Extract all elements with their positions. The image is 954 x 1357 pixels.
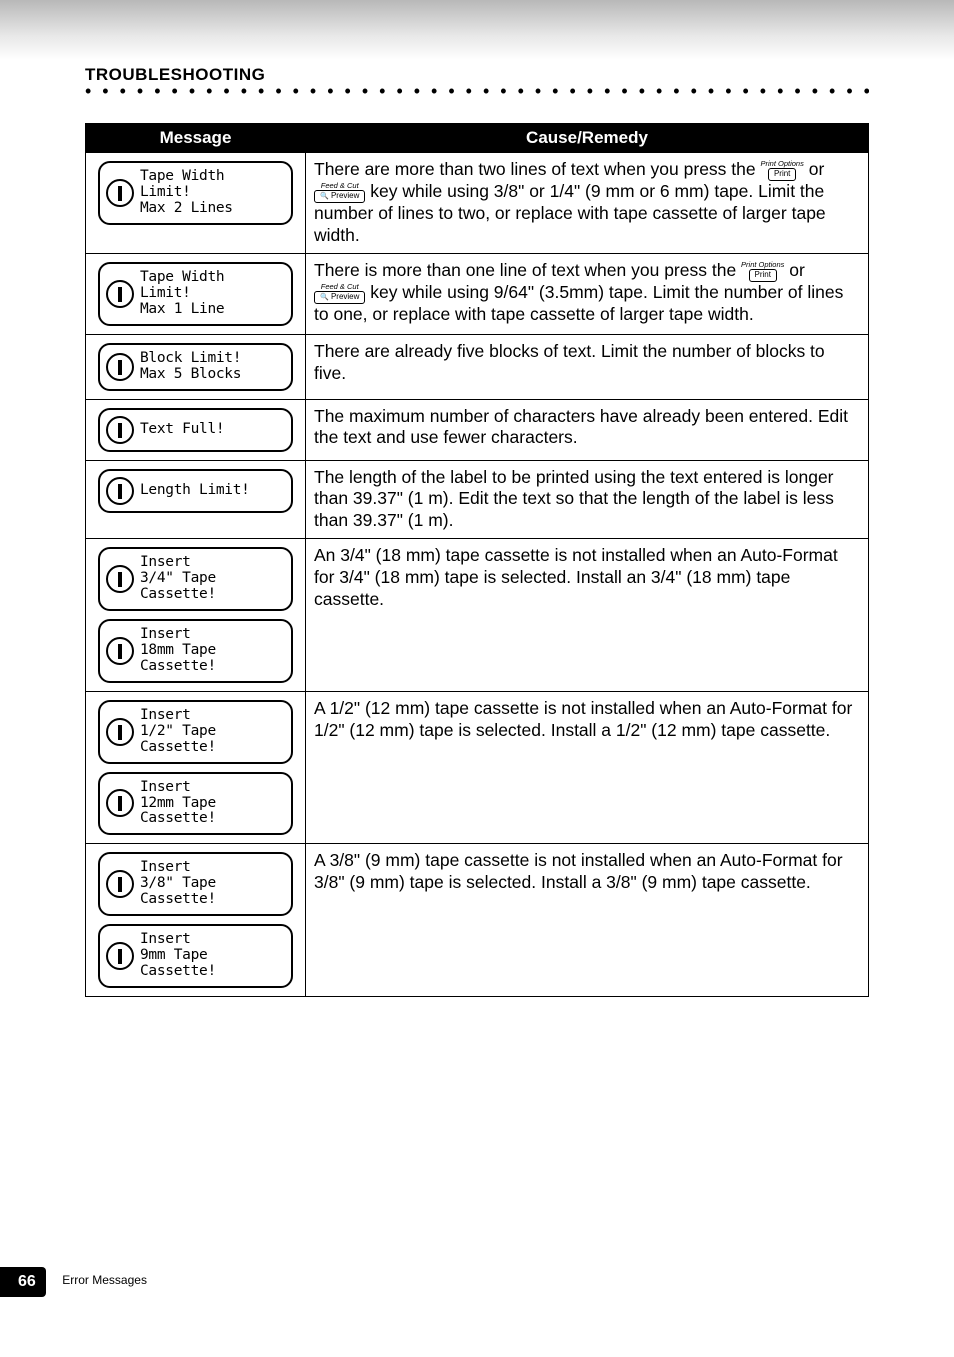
table-row: Insert 3/4" Tape Cassette! Insert 18mm Ta… (86, 539, 869, 692)
lcd-text: Insert 3/8" Tape Cassette! (140, 860, 283, 908)
lcd-text: Length Limit! (140, 483, 283, 499)
lcd-text: Insert 9mm Tape Cassette! (140, 932, 283, 980)
message-cell: Tape Width Limit! Max 1 Line (86, 253, 306, 334)
message-cell: Insert 1/2" Tape Cassette! Insert 12mm Ta… (86, 691, 306, 844)
warning-icon (106, 353, 134, 381)
warning-icon (106, 280, 134, 308)
warning-icon (106, 789, 134, 817)
lcd-text: Insert 1/2" Tape Cassette! (140, 708, 283, 756)
section-title: TROUBLESHOOTING (85, 65, 869, 85)
lcd-message: Tape Width Limit! Max 1 Line (98, 262, 293, 326)
lcd-text: Tape Width Limit! Max 1 Line (140, 270, 283, 318)
lcd-message: Insert 18mm Tape Cassette! (98, 619, 293, 683)
remedy-text: key while using 9/64" (3.5mm) tape. Limi… (314, 282, 843, 324)
warning-icon (106, 179, 134, 207)
page-content: TROUBLESHOOTING • • • • • • • • • • • • … (85, 65, 869, 997)
lcd-message: Text Full! (98, 408, 293, 452)
table-row: Tape Width Limit! Max 1 Line There is mor… (86, 253, 869, 334)
warning-icon (106, 637, 134, 665)
remedy-text: There is more than one line of text when… (314, 260, 741, 280)
lcd-message: Insert 1/2" Tape Cassette! (98, 700, 293, 764)
remedy-cell: A 3/8" (9 mm) tape cassette is not insta… (306, 844, 869, 997)
lcd-message: Insert 12mm Tape Cassette! (98, 772, 293, 836)
lcd-message: Block Limit! Max 5 Blocks (98, 343, 293, 391)
lcd-text: Insert 12mm Tape Cassette! (140, 780, 283, 828)
warning-icon (106, 718, 134, 746)
preview-key-icon: Feed & Cut🔍 Preview (314, 182, 365, 203)
message-cell: Insert 3/8" Tape Cassette! Insert 9mm Tap… (86, 844, 306, 997)
remedy-cell: There are already five blocks of text. L… (306, 334, 869, 399)
message-cell: Length Limit! (86, 460, 306, 539)
print-key-icon: Print OptionsPrint (760, 160, 803, 181)
table-row: Tape Width Limit! Max 2 Lines There are m… (86, 153, 869, 254)
table-row: Insert 1/2" Tape Cassette! Insert 12mm Ta… (86, 691, 869, 844)
col-header-remedy: Cause/Remedy (306, 124, 869, 153)
remedy-cell: An 3/4" (18 mm) tape cassette is not ins… (306, 539, 869, 692)
message-cell: Block Limit! Max 5 Blocks (86, 334, 306, 399)
table-row: Insert 3/8" Tape Cassette! Insert 9mm Tap… (86, 844, 869, 997)
preview-key-icon: Feed & Cut🔍 Preview (314, 283, 365, 304)
troubleshooting-table: Message Cause/Remedy Tape Width Limit! M… (85, 123, 869, 997)
lcd-message: Insert 3/4" Tape Cassette! (98, 547, 293, 611)
lcd-text: Insert 3/4" Tape Cassette! (140, 555, 283, 603)
lcd-message: Insert 3/8" Tape Cassette! (98, 852, 293, 916)
header-gradient (0, 0, 954, 60)
lcd-message: Length Limit! (98, 469, 293, 513)
warning-icon (106, 416, 134, 444)
message-cell: Tape Width Limit! Max 2 Lines (86, 153, 306, 254)
warning-icon (106, 870, 134, 898)
warning-icon (106, 477, 134, 505)
remedy-text: or (784, 260, 804, 280)
col-header-message: Message (86, 124, 306, 153)
remedy-cell: There is more than one line of text when… (306, 253, 869, 334)
remedy-cell: A 1/2" (12 mm) tape cassette is not inst… (306, 691, 869, 844)
page-number: 66 (0, 1267, 46, 1297)
message-cell: Insert 3/4" Tape Cassette! Insert 18mm Ta… (86, 539, 306, 692)
message-cell: Text Full! (86, 399, 306, 460)
divider-dots: • • • • • • • • • • • • • • • • • • • • … (85, 87, 869, 95)
footer-label: Error Messages (62, 1273, 147, 1287)
remedy-text: or (804, 159, 824, 179)
lcd-message: Insert 9mm Tape Cassette! (98, 924, 293, 988)
lcd-text: Insert 18mm Tape Cassette! (140, 627, 283, 675)
warning-icon (106, 565, 134, 593)
print-key-icon: Print OptionsPrint (741, 261, 784, 282)
remedy-cell: The maximum number of characters have al… (306, 399, 869, 460)
table-row: Text Full! The maximum number of characte… (86, 399, 869, 460)
warning-icon (106, 942, 134, 970)
table-row: Length Limit! The length of the label to … (86, 460, 869, 539)
remedy-text: key while using 3/8" or 1/4" (9 mm or 6 … (314, 181, 826, 245)
footer: 66 Error Messages (0, 1267, 147, 1297)
lcd-message: Tape Width Limit! Max 2 Lines (98, 161, 293, 225)
remedy-text: There are more than two lines of text wh… (314, 159, 760, 179)
remedy-cell: The length of the label to be printed us… (306, 460, 869, 539)
table-row: Block Limit! Max 5 Blocks There are alrea… (86, 334, 869, 399)
lcd-text: Tape Width Limit! Max 2 Lines (140, 169, 283, 217)
lcd-text: Text Full! (140, 422, 283, 438)
lcd-text: Block Limit! Max 5 Blocks (140, 351, 283, 383)
remedy-cell: There are more than two lines of text wh… (306, 153, 869, 254)
